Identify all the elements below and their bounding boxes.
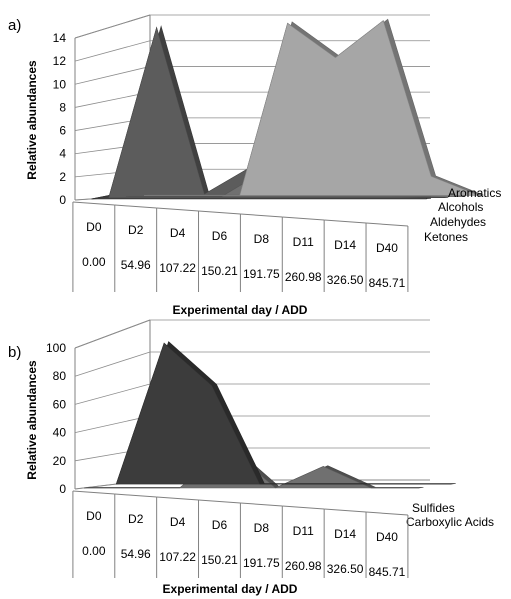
table-top-edge — [282, 216, 325, 221]
add-value-label: 191.75 — [243, 556, 280, 570]
table-top-edge — [240, 502, 283, 507]
x-tick-label: D14 — [334, 238, 356, 252]
add-value-label: 150.21 — [201, 264, 238, 278]
y-tick-label: 100 — [46, 341, 66, 355]
add-value-label: 191.75 — [243, 267, 280, 281]
gridline-side — [74, 351, 151, 377]
add-value-label: 845.71 — [369, 565, 406, 579]
x-tick-label: D40 — [376, 530, 398, 544]
table-top-edge — [198, 210, 241, 215]
table-top-edge — [114, 493, 157, 498]
series-label: Carboxylic Acids — [406, 515, 494, 529]
x-tick-label: D2 — [128, 512, 144, 526]
series-label: Sulfides — [412, 501, 455, 515]
y-tick-label: 12 — [53, 54, 67, 68]
x-tick-label: D6 — [212, 229, 228, 243]
add-value-label: 0.00 — [82, 255, 106, 269]
add-value-label: 150.21 — [201, 553, 238, 567]
y-axis-title: Relative abundances — [25, 360, 39, 480]
series-area — [144, 20, 480, 196]
x-tick-label: D4 — [170, 515, 186, 529]
table-top-edge — [72, 201, 115, 206]
x-tick-label: D14 — [334, 527, 356, 541]
table-top-edge — [156, 207, 199, 212]
table-top-edge — [240, 213, 283, 218]
add-value-label: 0.00 — [82, 544, 106, 558]
y-tick-label: 0 — [59, 482, 66, 496]
x-tick-label: D0 — [86, 220, 102, 234]
add-value-label: 54.96 — [121, 258, 151, 272]
gridline-side — [74, 319, 151, 349]
table-top-edge — [282, 505, 325, 510]
y-tick-label: 60 — [53, 397, 67, 411]
y-tick-label: 0 — [59, 193, 66, 207]
add-value-label: 326.50 — [327, 562, 364, 576]
table-top-edge — [114, 204, 157, 209]
series-area — [115, 342, 452, 485]
add-value-label: 260.98 — [285, 559, 322, 573]
table-top-edge — [365, 511, 408, 516]
x-tick-label: D8 — [254, 521, 270, 535]
x-tick-label: D2 — [128, 223, 144, 237]
add-value-label: 54.96 — [121, 547, 151, 561]
series-aromatics — [143, 18, 484, 196]
gridlines — [74, 319, 430, 490]
y-tick-label: 80 — [53, 369, 67, 383]
x-axis-title: Experimental day / ADD — [173, 303, 308, 317]
table-top-edge — [324, 508, 367, 513]
panel-label: a) — [8, 17, 21, 34]
add-value-label: 845.71 — [369, 276, 406, 290]
chart-panel-a: a) 0 2 4 6 8 10 12 14 AromaticsAlcoholsAldehydesK… — [8, 14, 501, 317]
y-tick-label: 40 — [53, 426, 67, 440]
series-layers — [91, 18, 484, 200]
x-tick-label: D8 — [254, 232, 270, 246]
table-top-edge — [72, 490, 115, 495]
x-tick-label: D40 — [376, 241, 398, 255]
y-axis-title: Relative abundances — [25, 60, 39, 180]
x-tick-label: D11 — [293, 524, 314, 538]
y-tick-label: 10 — [53, 77, 67, 91]
add-value-label: 107.22 — [159, 261, 196, 275]
category-axis-table: D0 0.00 D2 54.96 D4 107.22 D6 150.21 D8 191.75 D11… — [72, 490, 409, 579]
add-value-label: 326.50 — [327, 273, 364, 287]
x-tick-label: D11 — [293, 235, 314, 249]
y-tick-label: 4 — [59, 147, 66, 161]
series-layers — [83, 341, 456, 489]
table-top-edge — [156, 496, 199, 501]
x-tick-label: D4 — [170, 226, 186, 240]
table-top-edge — [198, 499, 241, 504]
add-value-label: 260.98 — [285, 270, 322, 284]
gridline-side — [74, 415, 151, 433]
series-label: Ketones — [424, 230, 468, 244]
y-tick-label: 14 — [53, 31, 67, 45]
series-label: Alcohols — [438, 200, 483, 214]
y-tick-label: 20 — [53, 454, 67, 468]
gridline-side — [74, 14, 151, 39]
x-tick-label: D0 — [86, 509, 102, 523]
x-axis-title: Experimental day / ADD — [163, 582, 298, 596]
series-label: Aromatics — [448, 186, 501, 200]
gridline-side — [74, 66, 151, 85]
panel-label: b) — [8, 344, 21, 361]
y-tick-label: 6 — [59, 124, 66, 138]
x-tick-label: D6 — [212, 518, 228, 532]
gridline-side — [74, 383, 151, 405]
table-top-edge — [365, 222, 408, 227]
table-top-edge — [324, 219, 367, 224]
add-value-label: 107.22 — [159, 550, 196, 564]
series-sulfides — [115, 341, 456, 485]
gridline-side — [74, 40, 151, 62]
series-label: Aldehydes — [430, 215, 486, 229]
y-tick-label: 2 — [59, 170, 66, 184]
category-axis-table: D0 0.00 D2 54.96 D4 107.22 D6 150.21 D8 191.75 D11… — [72, 201, 409, 292]
y-tick-label: 8 — [59, 100, 66, 114]
